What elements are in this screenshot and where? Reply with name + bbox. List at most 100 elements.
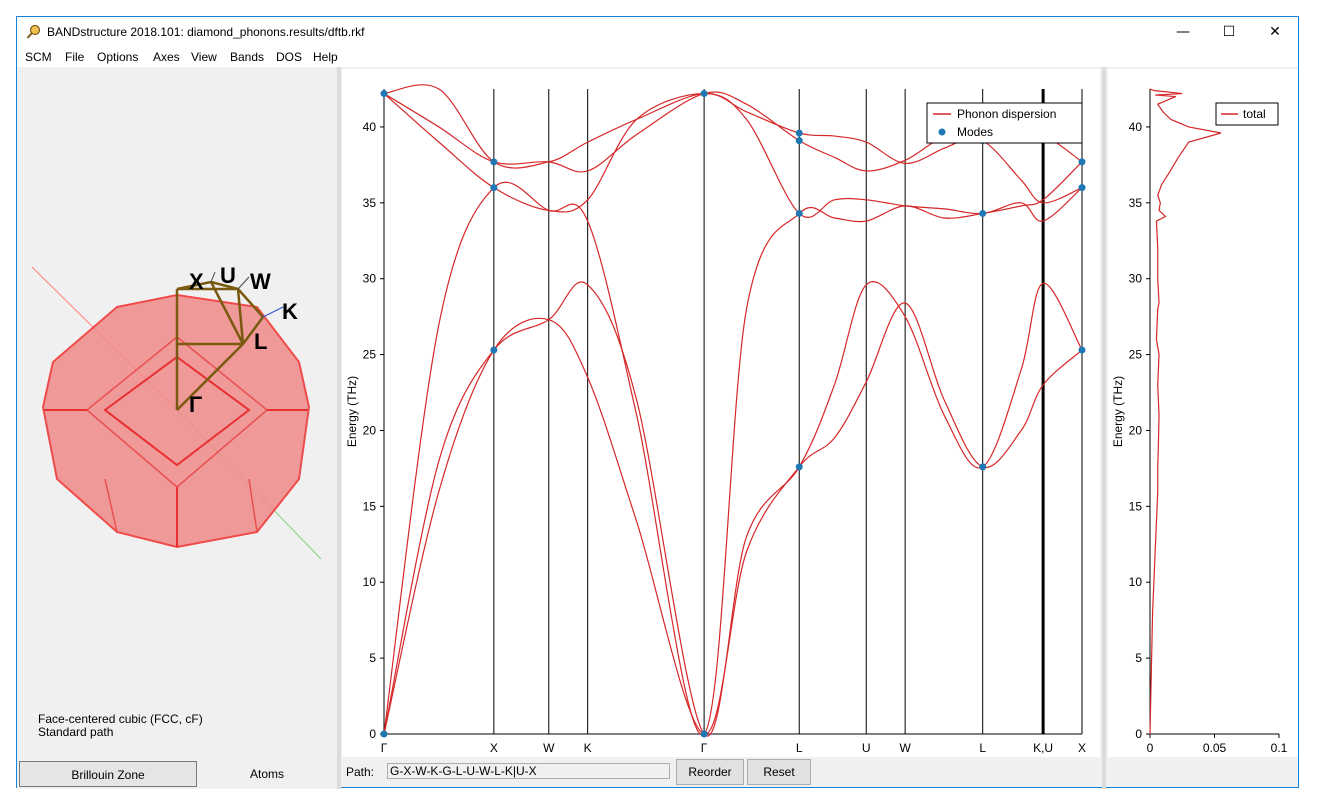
dos-x-tick-label: 0.05 xyxy=(1203,741,1227,755)
close-button[interactable]: ✕ xyxy=(1269,24,1281,40)
y-tick-label: 35 xyxy=(363,196,377,210)
tab-brillouin-zone[interactable]: Brillouin Zone xyxy=(19,761,197,787)
dos-y-tick-label: 15 xyxy=(1129,499,1143,513)
dos-y-tick-label: 25 xyxy=(1129,348,1143,362)
kpoint-label-4: Γ xyxy=(701,741,708,755)
path-input[interactable] xyxy=(387,763,670,779)
menu-view[interactable]: View xyxy=(191,50,217,64)
legend-label-modes: Modes xyxy=(957,125,993,139)
kpoint-label-9: K,U xyxy=(1033,741,1053,755)
k-path xyxy=(175,280,265,411)
path-type: Standard path xyxy=(38,725,114,739)
mode-marker xyxy=(795,137,803,145)
left-splitter[interactable] xyxy=(337,67,341,789)
mode-marker xyxy=(380,730,388,738)
y-tick-label: 10 xyxy=(363,575,377,589)
reorder-button[interactable]: Reorder xyxy=(676,759,744,785)
lattice-caption: Face-centered cubic (FCC, cF) Standard p… xyxy=(38,713,203,739)
dos-x-tick-label: 0.1 xyxy=(1271,741,1288,755)
mode-marker xyxy=(1078,158,1086,166)
lattice-type: Face-centered cubic (FCC, cF) xyxy=(38,712,203,726)
kpoint-label-7: W xyxy=(899,741,911,755)
kpoint-label-5: L xyxy=(796,741,803,755)
dos-x-tick-label: 0 xyxy=(1147,741,1154,755)
k-label-k: K xyxy=(282,299,298,324)
k-label-w: W xyxy=(250,269,271,294)
dos-total-line xyxy=(1149,88,1222,735)
reset-button[interactable]: Reset xyxy=(747,759,811,785)
mode-marker xyxy=(490,346,498,354)
y-tick-label: 40 xyxy=(363,120,377,134)
y-axis-label: Energy (THz) xyxy=(345,376,359,447)
legend-label-dispersion: Phonon dispersion xyxy=(957,107,1056,121)
k-label-gamma: Γ xyxy=(189,392,202,417)
menu-bands[interactable]: Bands xyxy=(230,50,265,64)
mode-marker xyxy=(380,90,388,98)
mode-marker xyxy=(700,730,708,738)
dos-y-tick-label: 10 xyxy=(1129,575,1143,589)
legend-marker-swatch xyxy=(938,128,946,136)
bz-edge xyxy=(104,478,118,533)
mode-marker xyxy=(1078,184,1086,192)
plot-area xyxy=(384,89,1082,734)
k-point-labels: X U W K L Γ xyxy=(189,263,298,417)
band-structure-plot[interactable]: Γ X W K Γ L U W L K,U X 0 5 10 15 20 25 30 35 40 Energy (THz… xyxy=(342,69,1100,769)
bz-edge xyxy=(248,478,258,533)
pointer-line xyxy=(237,276,250,290)
y-tick-label: 0 xyxy=(369,727,376,741)
mode-marker xyxy=(1078,346,1086,354)
kpoint-label-0: Γ xyxy=(381,741,388,755)
dispersion-branch-1 xyxy=(383,91,1083,204)
right-splitter[interactable] xyxy=(1102,67,1106,789)
legend-box xyxy=(926,102,1083,144)
dos-y-tick-label: 35 xyxy=(1129,196,1143,210)
y-tick-label: 5 xyxy=(369,651,376,665)
y-tick-label: 25 xyxy=(363,348,377,362)
path-label: Path: xyxy=(346,765,375,779)
mode-marker xyxy=(979,209,987,217)
brillouin-zone-view[interactable]: X U W K L Γ xyxy=(17,67,337,707)
kpoint-label-10: X xyxy=(1078,741,1086,755)
k-label-l: L xyxy=(254,329,267,354)
tab-atoms[interactable]: Atoms xyxy=(197,761,337,787)
menu-file[interactable]: File xyxy=(65,50,85,64)
dos-y-tick-label: 0 xyxy=(1135,727,1142,741)
menu-scm[interactable]: SCM xyxy=(25,50,52,64)
brillouin-zone-panel: X U W K L Γ Face-centered cubic (FCC, cF… xyxy=(17,67,337,789)
mode-marker xyxy=(490,184,498,192)
menu-bar: SCM File Options Axes View Bands DOS Hel… xyxy=(17,47,1298,67)
kpoint-label-2: W xyxy=(543,741,555,755)
dos-y-axis-label: Energy (THz) xyxy=(1111,376,1125,447)
y-tick-label: 30 xyxy=(363,272,377,286)
mode-marker xyxy=(490,158,498,166)
k-label-u: U xyxy=(220,263,236,288)
title-bar[interactable]: BANDstructure 2018.101: diamond_phonons.… xyxy=(17,17,1298,47)
dispersion-branch-3 xyxy=(383,161,1083,736)
menu-options[interactable]: Options xyxy=(97,50,139,64)
bz-edge xyxy=(298,406,310,480)
y-tick-label: 20 xyxy=(363,423,377,437)
minimize-button[interactable]: — xyxy=(1176,24,1190,40)
kpoint-label-8: L xyxy=(979,741,986,755)
mode-marker xyxy=(700,90,708,98)
y-tick-label: 15 xyxy=(363,499,377,513)
band-structure-chart[interactable]: Γ X W K Γ L U W L K,U X 0 5 10 15 20 25 30 35 40 Energy (THz… xyxy=(342,69,1100,769)
menu-axes[interactable]: Axes xyxy=(153,50,180,64)
menu-help[interactable]: Help xyxy=(313,50,338,64)
k-label-x: X xyxy=(189,269,204,294)
dos-legend-box xyxy=(1215,102,1279,126)
mode-marker xyxy=(979,463,987,471)
kpoint-label-6: U xyxy=(862,741,871,755)
kpoint-label-3: K xyxy=(584,741,592,755)
mode-marker xyxy=(795,463,803,471)
magnifier-icon xyxy=(26,24,41,39)
maximize-button[interactable]: ☐ xyxy=(1222,24,1236,40)
mode-marker xyxy=(795,129,803,137)
pointer-line xyxy=(210,271,216,283)
menu-dos[interactable]: DOS xyxy=(276,50,303,64)
application-window: BANDstructure 2018.101: diamond_phonons.… xyxy=(16,16,1299,789)
dos-bottom-bar xyxy=(1108,757,1298,787)
dos-y-tick-label: 20 xyxy=(1129,423,1143,437)
